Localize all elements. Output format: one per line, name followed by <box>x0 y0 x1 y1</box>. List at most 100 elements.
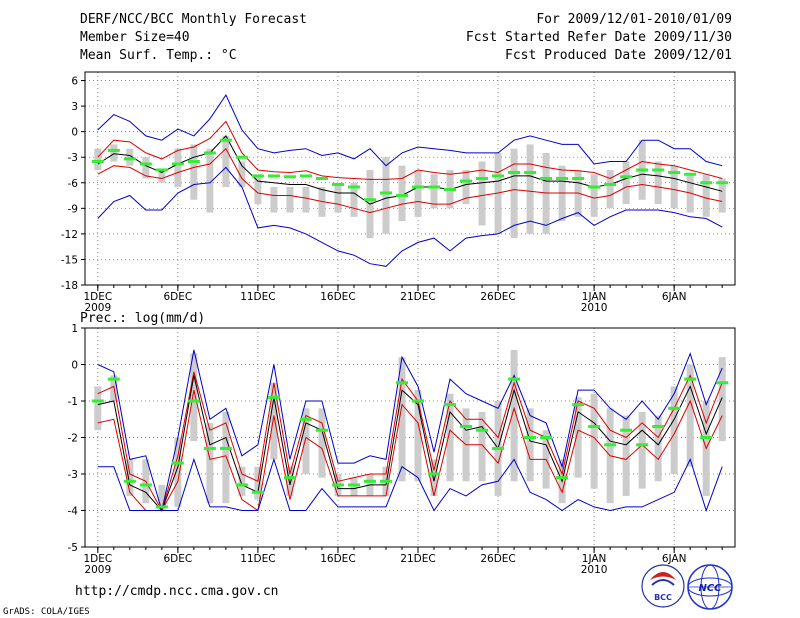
spread-box <box>126 459 134 496</box>
series-spread-upper <box>97 371 723 512</box>
x-tick-year: 2009 <box>84 564 111 576</box>
observed-marker <box>604 182 617 186</box>
observed-marker <box>315 428 328 432</box>
observed-marker <box>556 476 569 480</box>
y-tick-label: 6 <box>71 76 78 88</box>
fcst-started-date: Fcst Started Refer Date 2009/11/30 <box>466 30 732 45</box>
spread-box <box>510 349 518 482</box>
spread-box <box>398 165 406 222</box>
precip-label: Prec.: log(mm/d) <box>80 311 205 326</box>
observed-marker <box>347 185 360 189</box>
observed-marker <box>363 479 376 483</box>
observed-marker <box>652 168 665 172</box>
observed-marker <box>572 177 585 180</box>
series-ensemble-min <box>97 457 723 513</box>
spread-box <box>526 408 534 482</box>
spread-box <box>286 466 294 496</box>
observed-marker <box>460 179 473 183</box>
spread-box <box>702 174 710 217</box>
x-tick-label: 6DEC <box>163 553 192 565</box>
spread-box <box>622 161 630 205</box>
spread-box <box>110 144 118 162</box>
series-ensemble-max <box>97 349 723 511</box>
x-tick-year: 2009 <box>84 302 111 314</box>
spread-box <box>654 415 662 482</box>
x-tick-year: 2010 <box>581 564 608 576</box>
y-tick-label: 1 <box>71 323 78 335</box>
series-spread-upper <box>97 120 723 180</box>
observed-marker <box>379 191 392 195</box>
spread-box <box>222 411 230 504</box>
observed-marker <box>235 483 248 487</box>
observed-marker <box>171 461 184 465</box>
y-tick-label: -15 <box>61 254 78 266</box>
observed-marker <box>251 174 264 178</box>
observed-marker <box>556 177 569 180</box>
observed-marker <box>107 377 120 381</box>
spread-box <box>382 157 390 234</box>
observed-marker <box>171 162 184 166</box>
spread-box <box>590 393 598 489</box>
observed-marker <box>395 194 408 198</box>
x-tick-label: 6DEC <box>163 291 192 303</box>
observed-marker <box>684 172 697 176</box>
series-ensemble-mean <box>97 375 723 512</box>
observed-marker <box>492 174 505 178</box>
y-tick-label: -2 <box>68 433 78 445</box>
y-tick-label: -5 <box>68 542 78 554</box>
grads-credit: GrADS: COLA/IGES <box>3 607 90 617</box>
spread-box <box>718 357 726 442</box>
observed-marker <box>155 168 168 172</box>
observed-marker <box>476 428 489 432</box>
observed-marker <box>299 417 312 421</box>
y-tick-label: -1 <box>68 396 78 408</box>
y-tick-label: -9 <box>68 203 78 215</box>
x-tick-label: 6JAN <box>662 553 687 565</box>
series-ensemble-max <box>97 93 723 167</box>
observed-marker <box>412 399 425 403</box>
observed-marker <box>283 476 296 480</box>
x-tick-label: 1DEC <box>83 291 112 303</box>
observed-marker <box>716 381 729 385</box>
spread-box <box>190 144 198 200</box>
y-tick-label: -6 <box>68 178 79 190</box>
series-ensemble-min <box>97 166 723 267</box>
observed-marker <box>331 182 344 186</box>
bcc-logo-text: BCC <box>654 593 672 602</box>
observed-marker <box>219 446 232 450</box>
chart-title: DERF/NCC/BCC Monthly Forecast <box>80 12 307 27</box>
observed-marker <box>668 406 681 410</box>
spread-box <box>334 182 342 213</box>
spread-box <box>654 161 662 205</box>
observed-marker <box>700 436 713 439</box>
bcc-logo: BCC <box>641 564 685 608</box>
spread-box <box>670 165 678 209</box>
spread-box <box>238 161 246 188</box>
observed-marker <box>508 171 521 175</box>
spread-box <box>638 411 646 489</box>
x-tick-label: 11DEC <box>240 553 275 565</box>
observed-marker <box>540 436 553 439</box>
observed-marker <box>331 483 344 487</box>
observed-marker <box>187 399 200 403</box>
observed-marker <box>251 490 264 494</box>
observed-marker <box>139 483 152 487</box>
spread-box <box>462 169 470 205</box>
y-tick-label: -12 <box>61 229 78 241</box>
spread-box <box>302 408 310 474</box>
observed-marker <box>620 175 633 179</box>
observed-marker <box>428 185 441 189</box>
spread-box <box>718 178 726 213</box>
spread-box <box>270 382 278 460</box>
observed-marker <box>476 177 489 180</box>
y-tick-label: 0 <box>71 127 78 139</box>
source-url[interactable]: http://cmdp.ncc.cma.gov.cn <box>75 584 279 599</box>
spread-box <box>174 437 182 507</box>
observed-marker <box>684 377 697 381</box>
observed-marker <box>91 399 104 403</box>
x-tick-label: 21DEC <box>400 553 435 565</box>
spread-box <box>174 148 182 188</box>
spread-box <box>398 357 406 482</box>
observed-marker <box>219 138 232 142</box>
